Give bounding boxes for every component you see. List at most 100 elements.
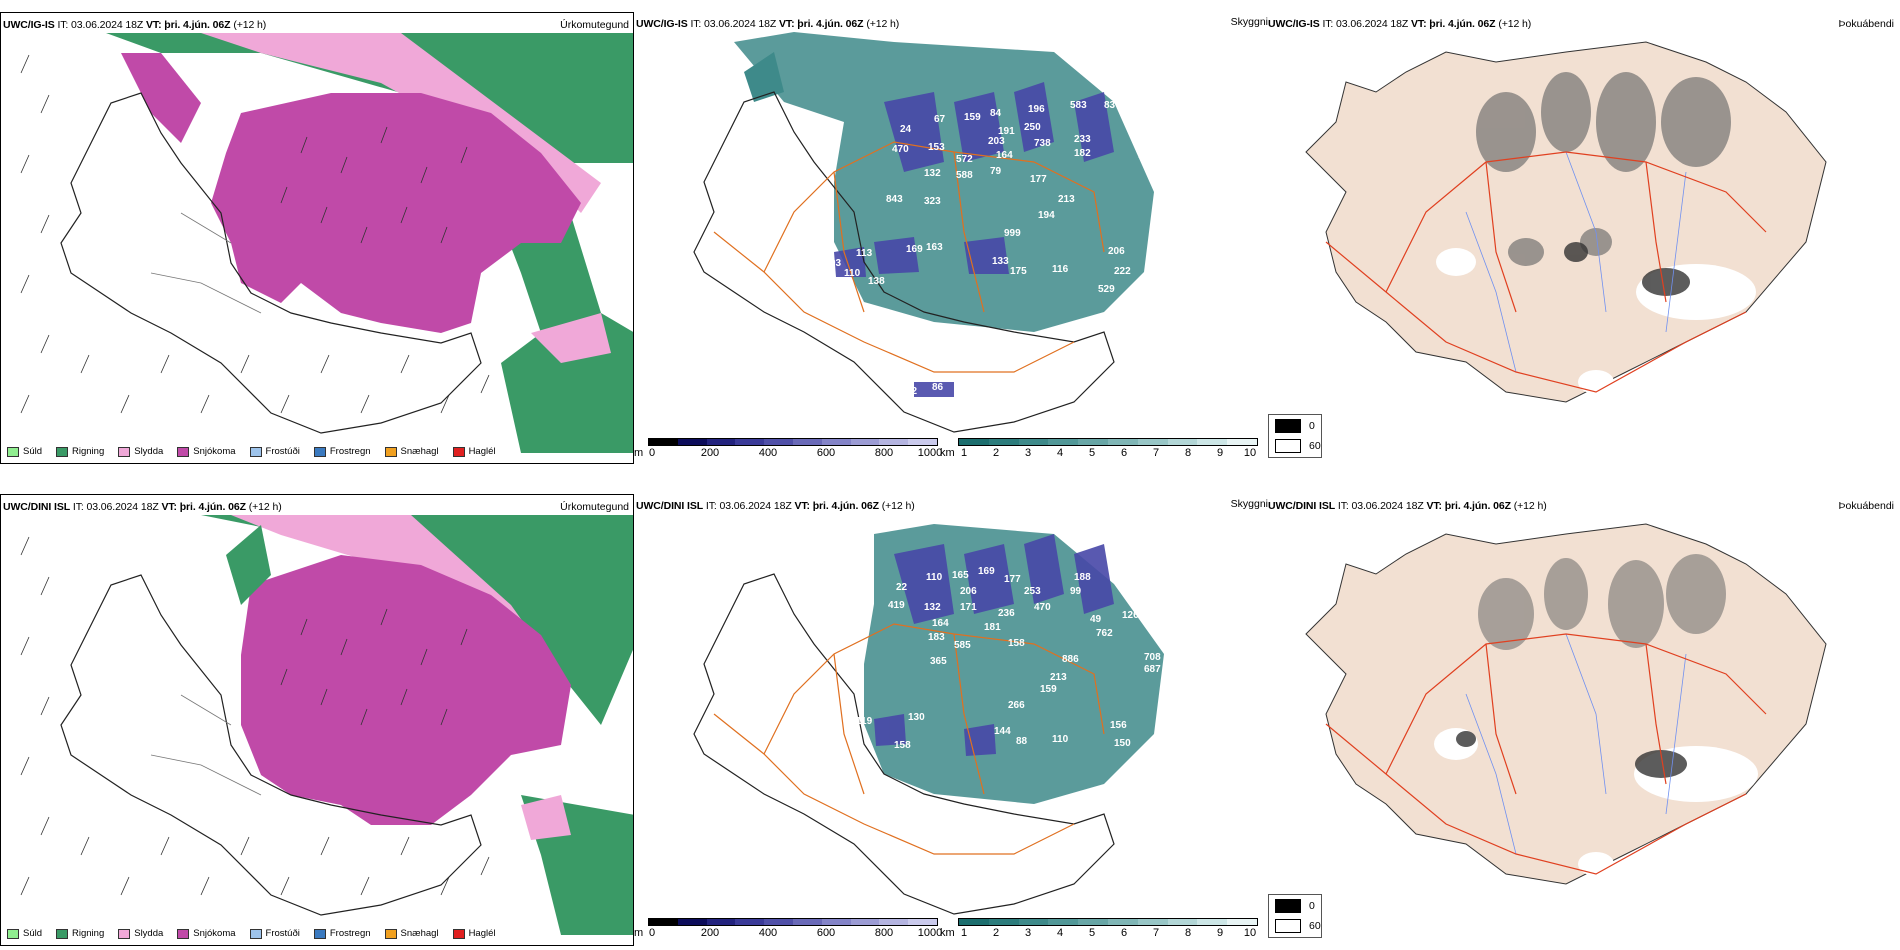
cloudbase-colorbar-1: m 0 200 400 600 800 1000 xyxy=(634,436,944,462)
coastline xyxy=(693,573,1115,915)
cloud-base-label: 585 xyxy=(954,640,971,651)
visibility-tick: 10 xyxy=(1243,447,1257,459)
cloud-base-label: 156 xyxy=(1110,720,1127,731)
cloud-base-label: 49 xyxy=(1090,614,1102,625)
cloud-base-label: 236 xyxy=(998,608,1015,619)
lead-time: (+12 h) xyxy=(233,19,267,31)
fog-title: Þokuábendi xyxy=(1838,500,1894,512)
visibility-tick: 5 xyxy=(1088,927,1096,939)
cloud-base-label: 132 xyxy=(924,168,941,179)
precip-header-2: UWC/DINI ISL IT: 03.06.2024 18Z VT: þri.… xyxy=(3,501,282,513)
cloudbase-tick: 400 xyxy=(758,927,778,939)
legend-swatch xyxy=(7,928,19,939)
valid-time: VT: þri. 4.jún. 06Z xyxy=(1426,500,1511,512)
coastline xyxy=(693,91,1115,433)
coastline xyxy=(60,92,482,434)
visibility-tick: 9 xyxy=(1216,447,1224,459)
cloud-base-label: 158 xyxy=(894,740,911,751)
cloud-base-label: 150 xyxy=(1114,738,1131,749)
cloud-vis-panel-1: 24 67 159 84 196 583 83 470 153 191 203 … xyxy=(634,12,1268,464)
cloud-base-label: 738 xyxy=(1034,138,1051,149)
cloud-base-label: 319 xyxy=(1150,622,1167,633)
cloud-header-1: UWC/IG-IS IT: 03.06.2024 18Z VT: þri. 4.… xyxy=(636,18,899,30)
cloud-base-label: 365 xyxy=(930,656,947,667)
fog-map-1 xyxy=(1305,41,1827,403)
cloud-base-label: 583 xyxy=(1070,100,1087,111)
cloud-base-label: 77 xyxy=(1114,578,1126,589)
cloudbase-tick: 1000 xyxy=(917,447,943,459)
cloud-base-label: 24 xyxy=(900,124,912,135)
cloud-vis-map-2: 22 110 165 169 177 419 206 253 188 77 13… xyxy=(693,524,1167,915)
cloudbase-tick: 200 xyxy=(700,447,720,459)
legend-swatch xyxy=(384,928,397,939)
model-name: UWC/IG-IS xyxy=(636,18,688,30)
model-name: UWC/DINI ISL xyxy=(636,500,704,512)
cloud-base-label: 93 xyxy=(830,258,842,269)
cloudbase-tick: 0 xyxy=(648,447,656,459)
lead-time: (+12 h) xyxy=(881,500,915,512)
cloud-base-label: 175 xyxy=(1010,266,1027,277)
cloudbase-tick: 800 xyxy=(874,927,894,939)
cloud-vis-panel-2: 22 110 165 169 177 419 206 253 188 77 13… xyxy=(634,494,1268,946)
visibility-tick: 8 xyxy=(1184,927,1192,939)
cloud-base-labels: 22 110 165 169 177 419 206 253 188 77 13… xyxy=(856,566,1167,751)
cloud-base-label: 203 xyxy=(988,136,1005,147)
cloudbase-tick: 400 xyxy=(758,447,778,459)
precip-map-1 xyxy=(20,33,633,453)
coastline xyxy=(60,574,482,916)
cloud-base-label: 206 xyxy=(1108,246,1125,257)
valid-time: VT: þri. 4.jún. 06Z xyxy=(1411,18,1496,30)
legend-item: Súld xyxy=(7,928,42,939)
legend-item: Snæhagl xyxy=(384,446,439,457)
cloud-base-label: 164 xyxy=(932,618,949,629)
cloud-base-label: 132 xyxy=(924,602,941,613)
cloud-base-label: 165 xyxy=(952,570,969,581)
visibility-tick: 6 xyxy=(1120,927,1128,939)
cloud-base-label: 144 xyxy=(994,726,1011,737)
precip-map-2 xyxy=(20,515,633,935)
cloud-base-label: 163 xyxy=(926,242,943,253)
fog-header-2: UWC/DINI ISL IT: 03.06.2024 18Z VT: þri.… xyxy=(1268,500,1547,512)
cloud-base-label: 158 xyxy=(1008,638,1025,649)
legend-swatch xyxy=(313,446,326,457)
legend-swatch xyxy=(118,928,131,939)
cloud-base-label: 110 xyxy=(844,268,861,279)
cloud-base-label: 266 xyxy=(1008,700,1025,711)
legend-item: Snjókoma xyxy=(177,928,236,939)
visibility-tick: 5 xyxy=(1088,447,1096,459)
cloud-base-label: 116 xyxy=(1052,264,1069,275)
legend-item: Rigning xyxy=(56,446,104,457)
cloud-base-label: 110 xyxy=(926,572,943,583)
cloud-base-label: 99 xyxy=(1070,586,1082,597)
cloud-base-label: 181 xyxy=(984,622,1001,633)
cloud-base-label: 169 xyxy=(978,566,995,577)
legend-swatch xyxy=(118,446,131,457)
fog-legend-swatch xyxy=(1275,439,1301,453)
cloud-vis-map-1: 24 67 159 84 196 583 83 470 153 191 203 … xyxy=(693,32,1187,433)
fog-legend-value: 0 xyxy=(1309,420,1315,432)
precip-title: Úrkomutegund xyxy=(560,19,629,31)
cloud-base-label: 250 xyxy=(1024,122,1041,133)
cloud-base-label: 419 xyxy=(888,600,905,611)
visibility-tick: 7 xyxy=(1152,927,1160,939)
cloud-base-label: 79 xyxy=(990,166,1002,177)
cloud-base-label: 171 xyxy=(960,602,977,613)
visibility-strip xyxy=(958,918,1258,926)
cloud-base-label: 159 xyxy=(1040,684,1057,695)
roads xyxy=(713,141,1105,373)
cloudbase-unit: m xyxy=(634,927,644,939)
valid-time: VT: þri. 4.jún. 06Z xyxy=(779,18,864,30)
cloud-base-label: 194 xyxy=(1038,210,1055,221)
cloudbase-strip xyxy=(648,438,938,446)
fog-legend-swatch xyxy=(1275,419,1301,433)
legend-swatch xyxy=(7,446,19,457)
cloud-base-label: 213 xyxy=(1050,672,1067,683)
cloud-base-label: 83 xyxy=(1104,100,1116,111)
legend-item: Slydda xyxy=(118,928,163,939)
visibility-tick: 2 xyxy=(992,927,1000,939)
model-name: UWC/DINI ISL xyxy=(3,501,71,513)
legend-swatch xyxy=(452,928,465,939)
roads xyxy=(1325,633,1767,875)
valid-time: VT: þri. 4.jún. 06Z xyxy=(794,500,879,512)
visibility-tick: 10 xyxy=(1243,927,1257,939)
